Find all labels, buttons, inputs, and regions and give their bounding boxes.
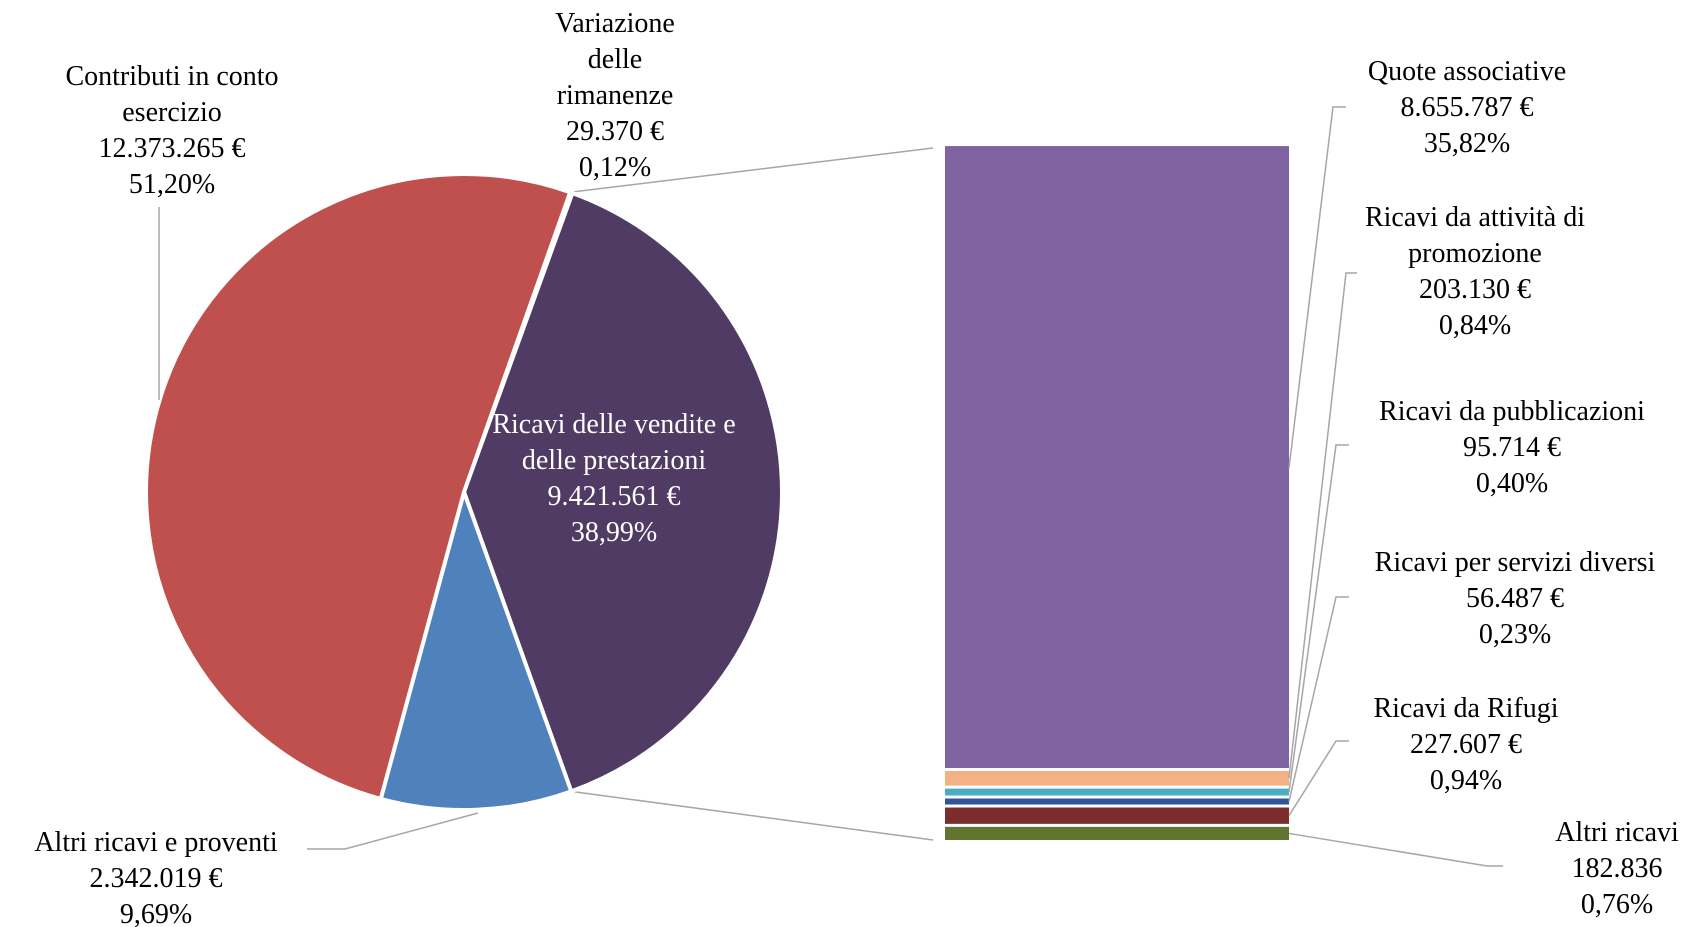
data-label-servizi-line-2: 0,23%	[1479, 619, 1551, 650]
pie-bar-connectors	[570, 147, 934, 841]
data-label-rifugi-line-2: 0,94%	[1430, 765, 1502, 796]
data-label-promozione-line-2: 203.130 €	[1419, 274, 1531, 305]
data-label-rifugi-line-1: 227.607 €	[1410, 729, 1522, 760]
data-label-altri_ricavi-line-2: 0,76%	[1581, 889, 1653, 920]
bar-segment-promozione	[945, 771, 1289, 786]
leader-rifugi	[1288, 740, 1349, 817]
data-label-variazione-line-1: delle	[588, 44, 642, 75]
stacked-bar	[945, 146, 1289, 840]
data-label-promozione-line-1: promozione	[1408, 238, 1542, 269]
data-label-ricavi_vendite-line-0: Ricavi delle vendite e	[492, 409, 735, 440]
data-label-servizi-line-0: Ricavi per servizi diversi	[1375, 547, 1656, 578]
leader-altri_ricavi	[1288, 832, 1503, 867]
data-label-ricavi_vendite-line-2: 9.421.561 €	[548, 481, 681, 512]
bar-segment-pubblicazioni	[945, 788, 1289, 796]
data-label-altri_ricavi-line-1: 182.836	[1572, 853, 1663, 884]
data-label-altri_ricavi-line-0: Altri ricavi	[1555, 817, 1679, 848]
data-label-variazione-line-2: rimanenze	[557, 80, 674, 111]
data-label-rifugi-line-0: Ricavi da Rifugi	[1373, 693, 1558, 724]
data-label-ricavi_vendite-line-3: 38,99%	[571, 517, 657, 548]
data-label-servizi-line-1: 56.487 €	[1466, 583, 1564, 614]
leader-servizi	[1288, 596, 1349, 802]
data-label-variazione-line-4: 0,12%	[579, 152, 651, 183]
data-label-promozione-line-3: 0,84%	[1439, 310, 1511, 341]
bar-segment-rifugi	[945, 807, 1289, 824]
data-label-promozione-line-0: Ricavi da attività di	[1365, 202, 1585, 233]
pie	[144, 172, 784, 812]
leader-promozione	[1288, 272, 1357, 779]
connector-bottom	[571, 790, 934, 841]
pie-slice-ricavi_vendite	[461, 190, 784, 794]
data-label-quote-line-0: Quote associative	[1368, 56, 1566, 87]
data-label-pubblicazioni-line-1: 95.714 €	[1463, 432, 1561, 463]
leader-lines	[158, 106, 1503, 867]
leader-altri_ricavi_proventi	[307, 812, 479, 850]
data-label-contributi-line-0: Contributi in conto	[65, 61, 278, 92]
data-label-altri_ricavi_proventi-line-1: 2.342.019 €	[90, 863, 223, 894]
data-label-altri_ricavi_proventi-line-0: Altri ricavi e proventi	[34, 827, 278, 858]
data-label-quote-line-2: 35,82%	[1424, 128, 1510, 159]
data-label-variazione-line-3: 29.370 €	[566, 116, 664, 147]
pie-slice-altri_ricavi_proventi	[378, 485, 574, 812]
data-label-quote-line-1: 8.655.787 €	[1401, 92, 1534, 123]
connector-top	[570, 147, 934, 193]
data-label-pubblicazioni-line-0: Ricavi da pubblicazioni	[1379, 396, 1645, 427]
data-label-ricavi_vendite-line-1: delle prestazioni	[522, 445, 706, 476]
data-label-contributi-line-2: 12.373.265 €	[99, 133, 246, 164]
leader-quote	[1288, 106, 1346, 469]
data-label-contributi-line-3: 51,20%	[129, 169, 215, 200]
bar-segment-servizi	[945, 798, 1289, 805]
data-label-contributi-line-1: esercizio	[122, 97, 222, 128]
bar-segment-quote	[945, 146, 1289, 769]
data-label-altri_ricavi_proventi-line-2: 9,69%	[120, 899, 192, 927]
data-label-variazione-line-0: Variazione	[555, 8, 675, 39]
leader-pubblicazioni	[1288, 444, 1349, 793]
bar-segment-altri_ricavi	[945, 826, 1289, 840]
pie-slice-contributi	[144, 172, 573, 802]
data-labels: Contributi in conto esercizio 12.373.265 €…	[34, 8, 1679, 927]
data-label-pubblicazioni-line-2: 0,40%	[1476, 468, 1548, 499]
